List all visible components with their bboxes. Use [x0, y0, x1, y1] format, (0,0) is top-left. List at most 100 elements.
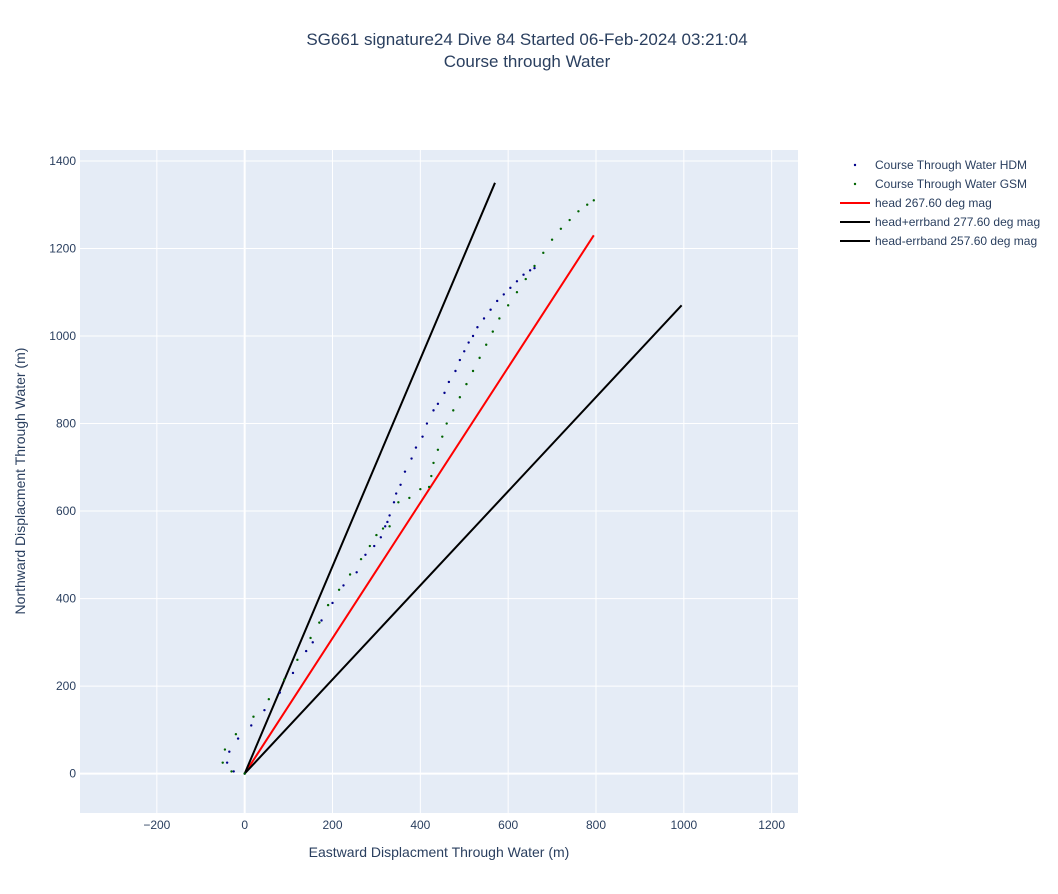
legend-item[interactable]: head 267.60 deg mag — [840, 196, 992, 210]
data-point — [491, 330, 494, 333]
data-point — [230, 770, 233, 773]
legend-marker-swatch — [853, 163, 857, 167]
data-point — [318, 621, 321, 624]
y-tick-labels: 0 200 400 600 800 1000 1200 1400 — [49, 154, 76, 781]
data-point — [476, 326, 479, 329]
legend-marker-swatch — [853, 182, 857, 186]
data-point — [320, 619, 323, 622]
data-point — [234, 733, 238, 736]
data-point — [221, 761, 224, 764]
legend-label: Course Through Water GSM — [875, 177, 1027, 191]
data-point — [427, 485, 431, 489]
legend-label: head+errband 277.60 deg mag — [875, 215, 1040, 229]
data-point — [550, 238, 554, 241]
data-point — [478, 356, 481, 360]
data-point — [296, 658, 299, 662]
data-point — [410, 457, 413, 460]
data-point — [482, 317, 486, 320]
data-point — [509, 286, 512, 290]
data-point — [414, 446, 418, 449]
x-tick-label: 1200 — [758, 818, 785, 832]
data-point — [337, 588, 341, 592]
data-point — [386, 520, 389, 524]
legend[interactable]: Course Through Water HDM Course Through W… — [840, 158, 1040, 248]
data-point — [304, 649, 308, 653]
data-point — [403, 470, 407, 473]
data-point — [368, 544, 372, 548]
x-tick-labels: −200 0 200 400 600 800 1000 1200 — [143, 818, 785, 832]
y-tick-label: 1400 — [49, 154, 76, 168]
legend-label: head-errband 257.60 deg mag — [875, 234, 1037, 248]
data-point — [397, 501, 400, 504]
data-point — [283, 678, 286, 681]
series-markers — [221, 199, 595, 775]
data-point — [419, 487, 422, 491]
data-point — [432, 461, 435, 465]
data-point — [524, 277, 527, 281]
data-point — [515, 280, 519, 283]
data-point — [489, 308, 492, 311]
data-point — [467, 341, 470, 344]
series-line — [243, 304, 683, 775]
data-point — [228, 750, 231, 753]
legend-item[interactable]: Course Through Water HDM — [853, 158, 1027, 172]
data-point — [443, 391, 446, 395]
data-point — [223, 748, 227, 751]
legend-item[interactable]: head-errband 257.60 deg mag — [840, 234, 1037, 248]
y-tick-label: 600 — [56, 504, 76, 518]
x-tick-label: 200 — [322, 818, 342, 832]
data-point — [291, 671, 295, 675]
data-point — [452, 409, 455, 412]
data-point — [502, 293, 505, 296]
series-line — [243, 182, 496, 775]
data-point — [471, 369, 475, 373]
data-point — [375, 533, 378, 537]
data-point — [388, 514, 391, 517]
x-tick-label: 800 — [586, 818, 606, 832]
x-tick-label: 0 — [241, 818, 248, 832]
data-point — [252, 715, 255, 718]
data-point — [399, 483, 402, 486]
data-point — [263, 708, 266, 712]
data-point — [232, 770, 235, 773]
data-point — [355, 571, 358, 574]
legend-label: Course Through Water HDM — [875, 158, 1027, 172]
series-layer — [221, 182, 683, 775]
zero-lines — [80, 150, 798, 813]
x-tick-label: 400 — [410, 818, 430, 832]
data-point — [236, 737, 240, 740]
data-point — [379, 536, 383, 539]
data-point — [447, 380, 451, 384]
data-point — [445, 422, 448, 425]
data-point — [278, 691, 282, 694]
data-point — [364, 553, 367, 557]
data-point — [471, 334, 475, 338]
data-point — [311, 641, 314, 644]
data-point — [485, 343, 488, 346]
data-point — [495, 299, 499, 303]
data-point — [425, 422, 429, 425]
data-point — [454, 369, 457, 373]
plot-area — [80, 150, 798, 813]
data-point — [408, 496, 411, 500]
grid-lines — [80, 150, 798, 813]
data-point — [267, 698, 271, 701]
y-axis-title: Northward Displacment Through Water (m) — [12, 348, 28, 615]
data-point — [384, 525, 387, 528]
x-tick-label: 1000 — [670, 818, 697, 832]
y-tick-label: 0 — [69, 767, 76, 781]
data-point — [392, 501, 396, 504]
data-point — [432, 409, 435, 412]
data-point — [381, 527, 385, 530]
data-point — [436, 402, 440, 406]
data-point — [430, 474, 433, 478]
y-tick-label: 1000 — [49, 329, 76, 343]
data-point — [388, 525, 391, 528]
x-axis-title: Eastward Displacment Through Water (m) — [309, 844, 570, 860]
legend-item[interactable]: head+errband 277.60 deg mag — [840, 215, 1040, 229]
data-point — [463, 350, 466, 353]
data-point — [373, 544, 376, 548]
legend-item[interactable]: Course Through Water GSM — [853, 177, 1027, 191]
data-point — [586, 203, 589, 206]
